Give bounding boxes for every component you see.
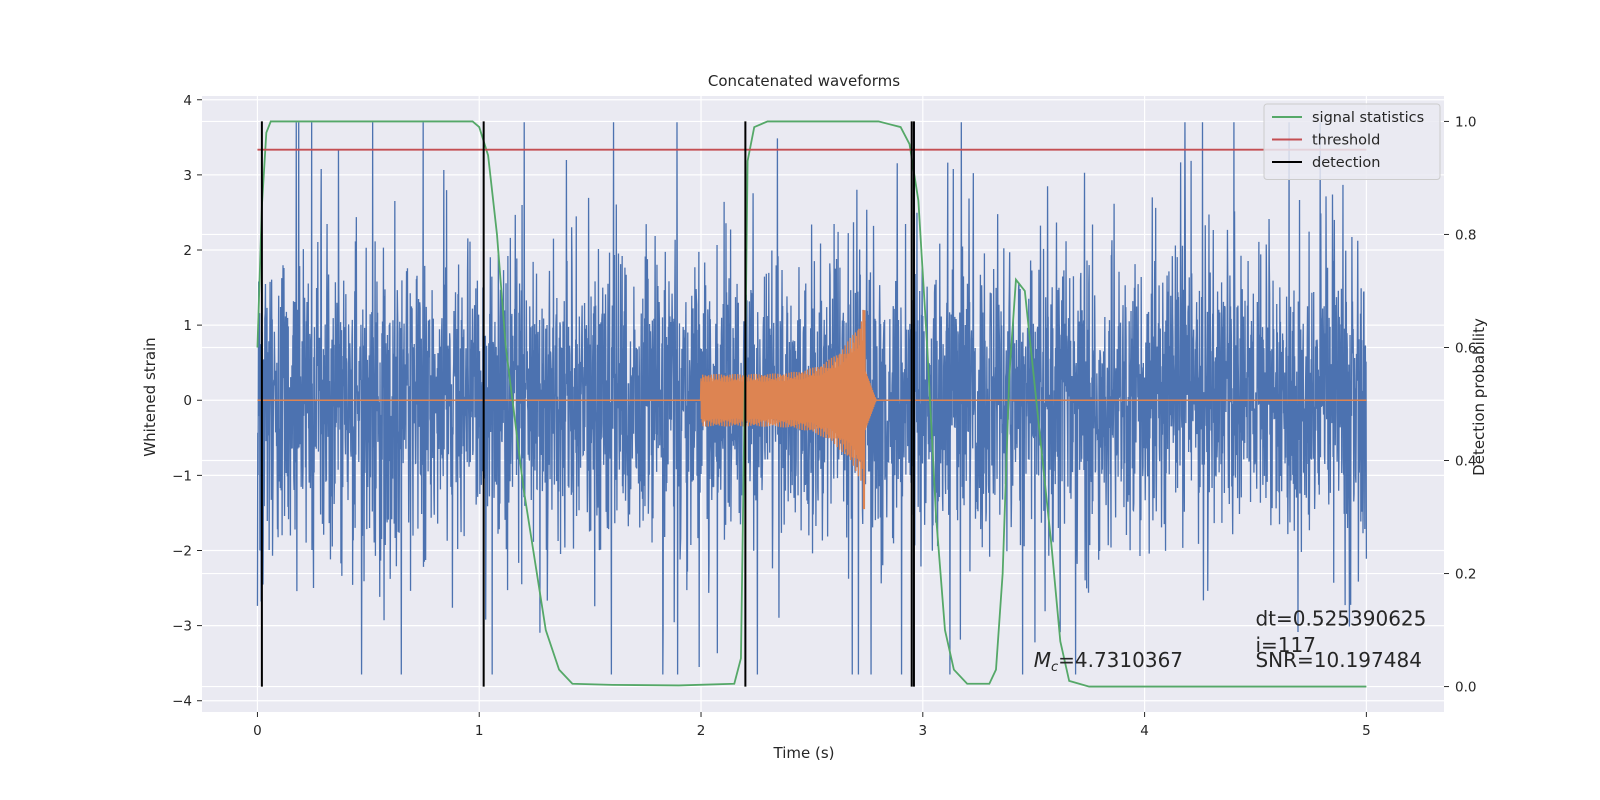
y-tick-label: −1 [172, 468, 192, 484]
waveform-series-line [257, 310, 1367, 510]
y-axis-label: Whitened strain [141, 337, 159, 456]
y2-tick-label: 0.8 [1455, 227, 1476, 243]
x-tick-label: 2 [697, 723, 706, 739]
annotation-text: dt=0.525390625 [1255, 607, 1426, 631]
x-tick-label: 3 [919, 723, 928, 739]
y-tick-label: 3 [183, 168, 192, 184]
legend-label: signal statistics [1312, 110, 1424, 126]
y2-tick-label: 0.4 [1455, 454, 1476, 470]
annotation-text: SNR=10.197484 [1255, 648, 1421, 672]
x-tick-label: 0 [253, 723, 262, 739]
y-tick-label: −4 [172, 694, 192, 710]
y2-tick-label: 0.6 [1455, 340, 1476, 356]
x-tick-label: 1 [475, 723, 484, 739]
y-tick-label: 2 [183, 243, 192, 259]
y-tick-label: −2 [172, 543, 192, 559]
x-tick-label: 4 [1140, 723, 1149, 739]
annotation-text: Mc=4.7310367 [1034, 648, 1183, 675]
annotation-value: =4.7310367 [1058, 648, 1183, 672]
y-tick-label: −3 [172, 619, 192, 635]
x-axis-label: Time (s) [773, 744, 835, 762]
chart-title: Concatenated waveforms [708, 72, 900, 90]
x-tick-label: 5 [1362, 723, 1371, 739]
y-tick-label: 1 [183, 318, 192, 334]
legend-label: threshold [1312, 133, 1380, 149]
y-tick-label: 0 [183, 393, 192, 409]
y2-tick-label: 0.0 [1455, 680, 1476, 696]
signal-statistics-line [256, 120, 1367, 688]
annotation-text: i=117 [1255, 633, 1316, 657]
annotation-subscript: c [1051, 660, 1058, 675]
annotation-symbol: M [1034, 648, 1051, 672]
legend-box [1263, 103, 1441, 180]
y-tick-label: 4 [183, 93, 192, 109]
y2-tick-label: 0.2 [1455, 567, 1476, 583]
y2-axis-label: Detection probability [1470, 318, 1488, 476]
y2-tick-label: 1.0 [1455, 114, 1476, 130]
legend-label: detection [1312, 155, 1380, 171]
strain-series-line [256, 122, 1368, 675]
